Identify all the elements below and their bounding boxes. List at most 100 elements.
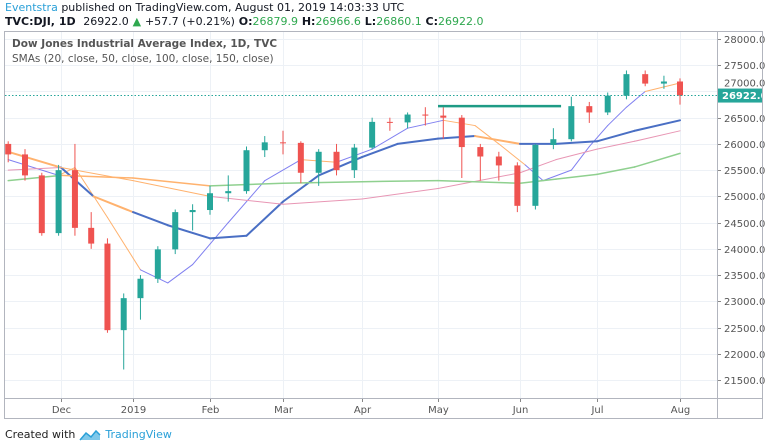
sma150-line-segment: [437, 179, 521, 185]
low-label: L:: [364, 15, 377, 28]
y-tick-label: 27500.0: [724, 61, 765, 72]
last-price: 26922.0: [83, 15, 129, 28]
high-label: H:: [301, 15, 316, 28]
y-tick-label: 22500.0: [724, 324, 765, 335]
sma150-line-segment: [132, 177, 211, 187]
candle-body: [642, 74, 649, 84]
y-tick-label: 26000.0: [724, 140, 765, 151]
sma100-line-segment: [60, 167, 134, 182]
x-tick-label: Jun: [512, 405, 529, 416]
sma150-line-segment: [361, 179, 439, 183]
low-value: 26860.1: [376, 15, 422, 28]
candle-body: [88, 227, 95, 244]
sma100-line-segment: [132, 180, 211, 197]
sma20-line-segment: [192, 222, 229, 266]
plot-area: [5, 70, 717, 370]
candle-body: [243, 150, 250, 192]
candle-body: [660, 81, 667, 84]
sma50-line-segment: [7, 150, 62, 169]
sma20-line-segment: [542, 169, 572, 182]
last-price-label: 26922.0: [722, 91, 768, 102]
sma50-line-segment: [245, 200, 284, 237]
candle-body: [207, 193, 213, 211]
sma100-line-segment: [7, 167, 62, 171]
y-tick-label: 21500.0: [724, 376, 765, 387]
candle-body: [550, 139, 557, 145]
candle-body: [351, 147, 358, 171]
author-link[interactable]: Eventstra: [5, 1, 58, 14]
sma50-line-segment: [282, 174, 320, 203]
tradingview-logo-icon: [79, 429, 101, 440]
tradingview-link[interactable]: TradingView: [105, 428, 172, 441]
x-tick-label: Feb: [202, 405, 220, 416]
candle-body: [104, 243, 111, 331]
sma20-line-segment: [644, 83, 678, 92]
candle-body: [604, 95, 611, 113]
candle-body: [477, 147, 484, 157]
candle-body: [422, 114, 429, 116]
publish-text: published on TradingView.com, August 01,…: [61, 1, 405, 14]
sma20-line-segment: [106, 216, 141, 271]
x-tick-label: May: [428, 405, 449, 416]
sma20-line-segment: [227, 180, 266, 224]
candle-body: [154, 249, 161, 279]
sma50-line-segment: [554, 140, 598, 145]
candle-body: [38, 175, 45, 234]
candle-body: [677, 81, 683, 96]
candle-body: [586, 106, 593, 113]
candle-body: [386, 121, 393, 123]
x-tick-label: Dec: [52, 405, 71, 416]
sma150-line-segment: [633, 152, 681, 168]
sma20-line-segment: [625, 90, 646, 108]
sma100-line-segment: [282, 198, 363, 205]
candle-body: [297, 142, 304, 173]
sma50-line-segment: [132, 211, 169, 227]
y-tick-label: 25000.0: [724, 192, 765, 203]
sma50-line-segment: [92, 195, 134, 214]
candle-body: [458, 117, 465, 148]
x-tick-label: Aug: [671, 405, 691, 416]
sma20-line-segment: [588, 125, 609, 148]
last-price-badge: [718, 88, 762, 103]
sma20-line-segment: [167, 264, 194, 284]
sma20-line-segment: [371, 127, 409, 150]
candle-body: [120, 298, 127, 331]
sma50-line-segment: [437, 135, 477, 140]
candle-body: [71, 170, 78, 228]
price-change: +57.7 (+0.21%): [144, 15, 235, 28]
candle-body: [137, 278, 144, 299]
candle-body: [333, 151, 340, 171]
y-tick-label: 26500.0: [724, 114, 765, 125]
candle-body: [22, 154, 28, 176]
candle-body: [440, 115, 447, 118]
sma20-line-segment: [7, 159, 60, 176]
y-tick-label: 23000.0: [724, 297, 765, 308]
sma20-line-segment: [264, 159, 302, 182]
open-label: O:: [238, 15, 253, 28]
candle-body: [369, 121, 376, 148]
sma50-line-segment: [396, 137, 439, 145]
sma150-line-segment: [282, 180, 363, 185]
x-tick-label: Apr: [354, 405, 372, 416]
symbol-info: TVC:DJI, 1D 26922.0 ▲ +57.7 (+0.21%) O:2…: [5, 15, 484, 28]
y-tick-label: 23500.0: [724, 271, 765, 282]
y-tick-label: 24500.0: [724, 219, 765, 230]
candle-body: [315, 151, 322, 173]
sma150-line-segment: [596, 166, 636, 176]
sma20-line-segment: [607, 106, 627, 127]
axes: 21500.0 22000.0 22500.0 23000.0 23500.0 24000…: [52, 35, 768, 416]
indicator-legend[interactable]: SMAs (20, close, 50, close, 100, close, …: [12, 53, 274, 65]
x-tick-label: Mar: [274, 405, 294, 416]
high-value: 26966.6: [315, 15, 361, 28]
chart-title: Dow Jones Industrial Average Index, 1D, …: [12, 38, 278, 50]
x-tick-label: Jul: [590, 405, 603, 416]
candle-body: [55, 170, 62, 234]
sma50-line-segment: [474, 135, 521, 145]
x-tick-label: 2019: [121, 405, 146, 416]
chart-legend: Dow Jones Industrial Average Index, 1D, …: [12, 37, 277, 67]
sma100-line-segment: [596, 140, 635, 150]
sma100-line-segment: [361, 188, 439, 200]
sma100-line-segment: [437, 172, 521, 190]
candle-body: [172, 212, 179, 250]
